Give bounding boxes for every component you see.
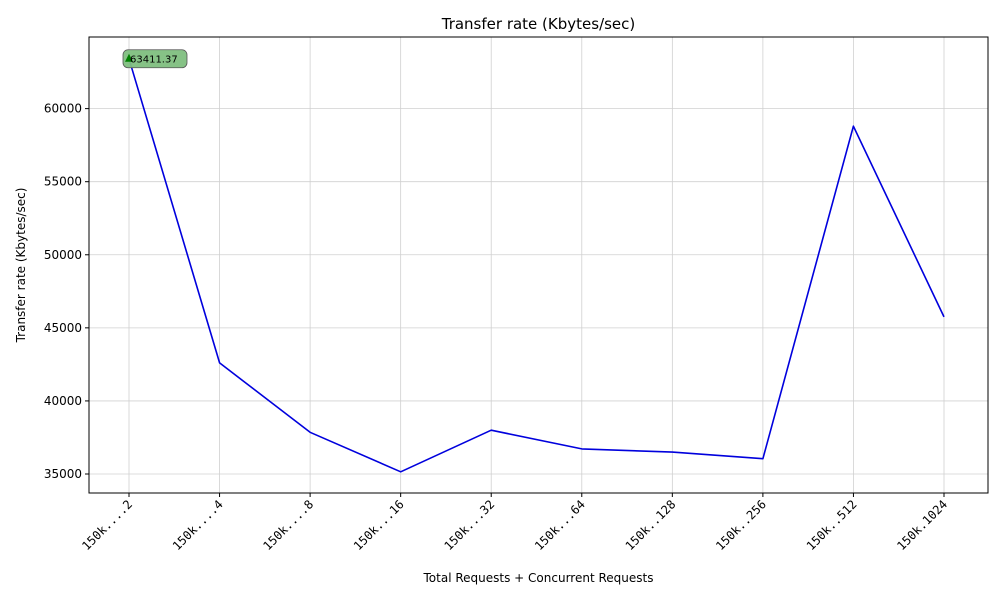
y-axis-ticks: 35000 40000 45000 50000 55000 60000 xyxy=(44,102,89,481)
y-tick-label: 35000 xyxy=(44,467,82,481)
y-tick-label: 40000 xyxy=(44,394,82,408)
x-axis-title: Total Requests + Concurrent Requests xyxy=(423,571,654,585)
y-tick-label: 50000 xyxy=(44,248,82,262)
annotation-box xyxy=(122,49,188,69)
plot-frame xyxy=(88,36,989,494)
y-tick-label: 45000 xyxy=(44,321,82,335)
series-line-group xyxy=(128,58,945,473)
y-tick-label: 55000 xyxy=(44,175,82,189)
chart-title: Transfer rate (Kbytes/sec) xyxy=(441,15,636,33)
annotation-marker xyxy=(125,53,133,62)
series-line xyxy=(128,58,945,473)
annotation-label: 63411.37 xyxy=(130,54,178,65)
annotation-group: 63411.37 xyxy=(122,49,188,69)
grid xyxy=(89,37,988,493)
y-axis-title: Transfer rate (Kbytes/sec) xyxy=(14,188,28,344)
y-tick-label: 60000 xyxy=(44,102,82,116)
